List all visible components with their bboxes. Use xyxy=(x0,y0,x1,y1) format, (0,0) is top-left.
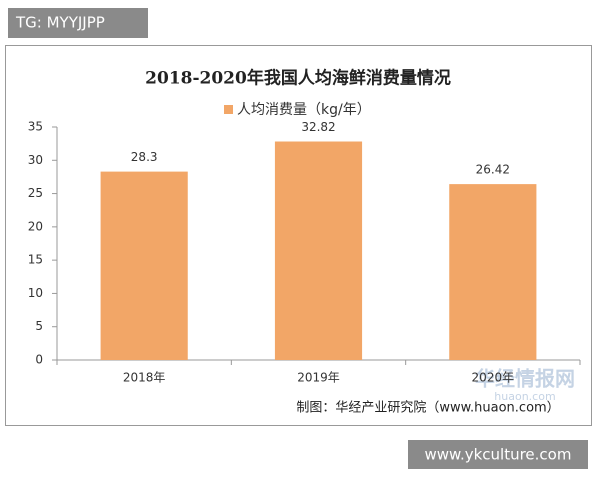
value-label: 32.82 xyxy=(301,120,335,134)
value-label: 26.42 xyxy=(476,163,510,177)
y-tick-label: 20 xyxy=(28,219,43,233)
y-tick-label: 0 xyxy=(35,353,43,367)
watermark-url: huaon.com xyxy=(494,390,555,403)
site: www.ykculture.com xyxy=(425,446,572,464)
y-tick-label: 30 xyxy=(28,153,43,167)
tag-box xyxy=(8,8,148,38)
x-tick-label: 2018年 xyxy=(123,371,166,385)
value-label: 28.3 xyxy=(131,150,158,164)
y-tick-label: 15 xyxy=(28,253,43,267)
y-tick-label: 25 xyxy=(28,186,43,200)
legend-swatch xyxy=(224,105,233,114)
x-tick-label: 2020年 xyxy=(472,371,515,385)
bar xyxy=(274,141,363,360)
y-tick-label: 35 xyxy=(28,120,43,134)
y-tick-label: 5 xyxy=(35,319,43,333)
source: 制图：华经产业研究院（www.huaon.com） xyxy=(296,401,559,416)
x-tick-label: 2019年 xyxy=(297,371,340,385)
site-box xyxy=(408,440,588,469)
bar xyxy=(100,171,188,360)
tag: TG: MYYJJPP xyxy=(15,14,105,32)
chart-frame xyxy=(5,45,592,426)
chart-title: 2018-2020年我国人均海鲜消费量情况 xyxy=(145,68,451,89)
legend-label: 人均消费量（kg/年） xyxy=(237,102,371,118)
watermark: 华经情报网 xyxy=(475,367,575,391)
bar xyxy=(449,184,537,360)
y-tick-label: 10 xyxy=(28,286,43,300)
